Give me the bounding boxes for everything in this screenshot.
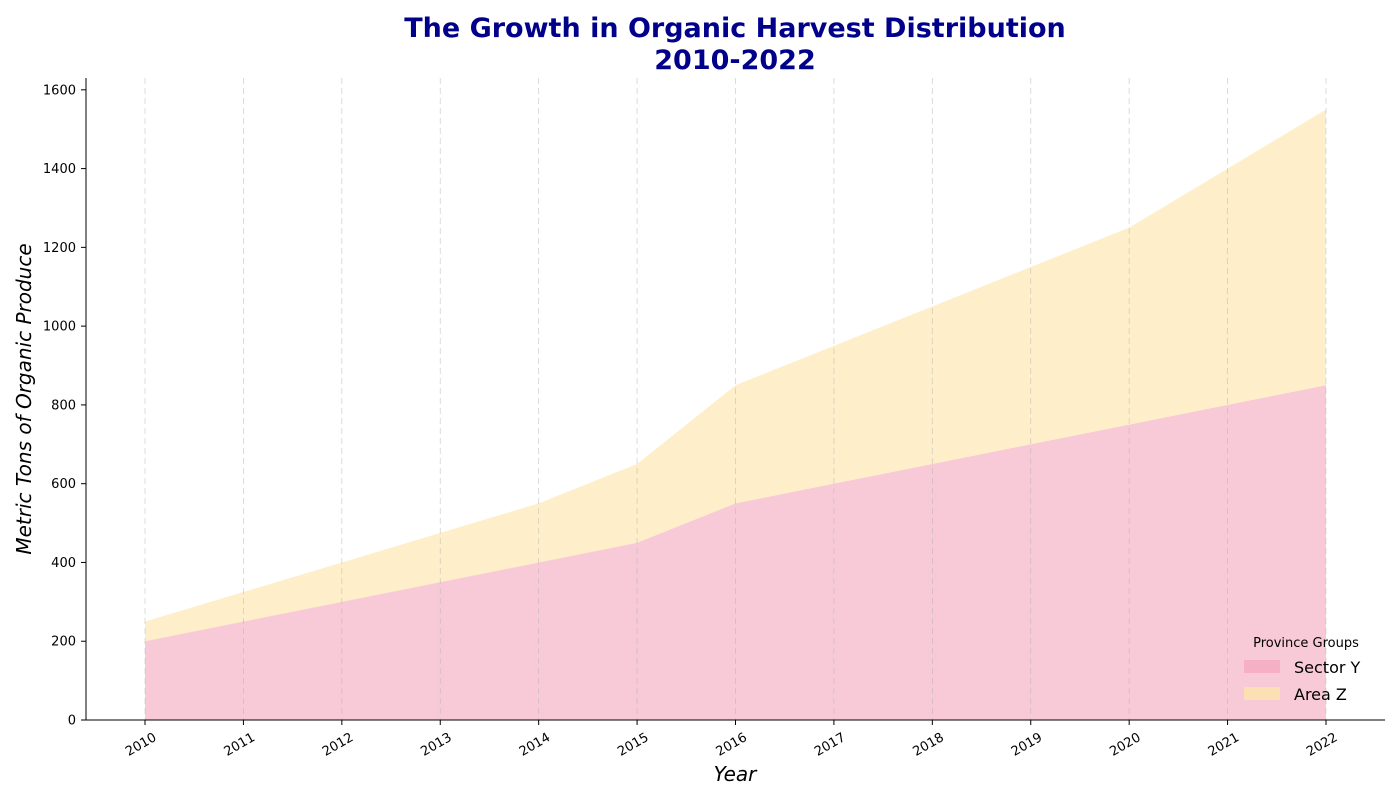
legend-label-area-z: Area Z bbox=[1294, 685, 1347, 704]
y-tick-label: 0 bbox=[68, 714, 76, 729]
y-tick-label: 1400 bbox=[43, 162, 76, 177]
x-ticks: 2010 2011 2012 2013 2014 2015 2016 2017 2018 2019… bbox=[123, 720, 1340, 760]
legend-swatch-sector-y bbox=[1244, 660, 1280, 673]
x-tick-label: 2010 bbox=[123, 730, 159, 760]
legend-title: Province Groups bbox=[1253, 636, 1359, 651]
y-tick-label: 1600 bbox=[43, 83, 76, 98]
y-axis-label: Metric Tons of Organic Produce bbox=[12, 243, 36, 554]
y-tick-label: 200 bbox=[51, 635, 76, 650]
y-tick-label: 1200 bbox=[43, 241, 76, 256]
x-tick-label: 2016 bbox=[714, 730, 750, 760]
chart-title-line-1: The Growth in Organic Harvest Distributi… bbox=[404, 13, 1066, 44]
y-tick-label: 400 bbox=[51, 556, 76, 571]
chart-title-line-2: 2010-2022 bbox=[654, 45, 816, 76]
x-tick-label: 2014 bbox=[517, 730, 553, 760]
x-tick-label: 2015 bbox=[615, 730, 651, 760]
legend: Province Groups Sector Y Area Z bbox=[1244, 636, 1361, 704]
x-tick-label: 2011 bbox=[222, 730, 258, 760]
y-tick-label: 600 bbox=[51, 477, 76, 492]
grid-overlay bbox=[144, 78, 1327, 720]
x-tick-label: 2021 bbox=[1206, 730, 1242, 760]
area-area-z bbox=[145, 109, 1326, 642]
x-tick-label: 2012 bbox=[320, 730, 356, 760]
x-tick-label: 2017 bbox=[812, 730, 848, 760]
y-ticks: 0 200 400 600 800 1000 1200 1400 1600 bbox=[43, 83, 86, 729]
y-tick-label: 1000 bbox=[43, 320, 76, 335]
y-tick-label: 800 bbox=[51, 398, 76, 413]
x-tick-label: 2020 bbox=[1107, 730, 1143, 760]
x-tick-label: 2018 bbox=[911, 730, 947, 760]
x-axis-label: Year bbox=[714, 762, 759, 786]
x-tick-label: 2022 bbox=[1304, 730, 1340, 760]
legend-label-sector-y: Sector Y bbox=[1294, 658, 1361, 677]
x-tick-label: 2019 bbox=[1009, 730, 1045, 760]
legend-swatch-area-z bbox=[1244, 687, 1280, 700]
x-tick-label: 2013 bbox=[418, 730, 454, 760]
